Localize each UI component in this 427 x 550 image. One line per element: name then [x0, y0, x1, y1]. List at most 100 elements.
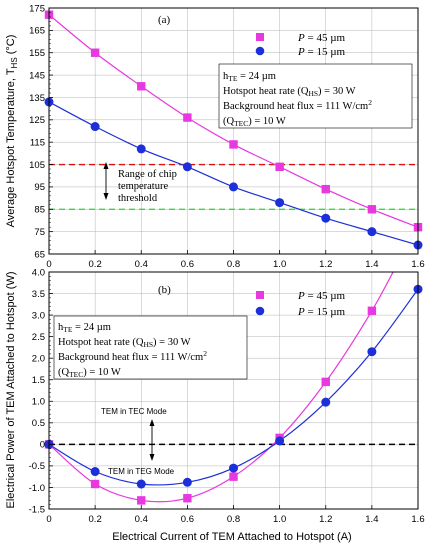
- panel-a-y-tick-label: 115: [30, 137, 45, 148]
- panel-b-y-tick-label: 2.0: [32, 353, 45, 364]
- panel-a-data-point: [367, 227, 377, 237]
- panel-a-y-tick-label: 105: [29, 160, 45, 171]
- panel-a-data-point: [90, 48, 100, 57]
- panel-b-data-point: [321, 377, 330, 387]
- panel-a-data-point: [321, 213, 331, 223]
- range-label-line-2: temperature: [118, 181, 168, 192]
- annotation-line-4: (QTEC) = 10 W: [58, 367, 121, 379]
- panel-a-hlines: [49, 163, 418, 210]
- legend-label-p45: P = 45 µm: [297, 290, 346, 302]
- legend-label-p15: P = 15 µm: [297, 306, 346, 318]
- panel-a-data-point: [275, 198, 285, 208]
- panel-b-data-point: [90, 467, 100, 477]
- panel-a-data-point: [182, 162, 192, 172]
- panel-a-data-point: [136, 144, 146, 154]
- legend-square-marker: [256, 33, 264, 41]
- tec-mode-label: TEM in TEC Mode: [101, 407, 167, 416]
- panel-b-data-point: [275, 436, 285, 446]
- panel-a-y-axis-label: Average Hotspot Temperature, THS (°C): [5, 35, 19, 228]
- annotation-box-frame: [218, 63, 413, 129]
- panel-b-legend: P = 45 µm P = 15 µm: [255, 290, 346, 318]
- panel-b-y-axis-label: Electrical Power of TEM Attached to Hots…: [5, 272, 17, 509]
- panel-a-y-tick-label: 165: [29, 26, 45, 37]
- legend-label-p15: P = 15 µm: [297, 46, 346, 58]
- panel-b-x-tick-label: 1.6: [411, 514, 424, 525]
- panel-a-annotation-box: hTE = 24 µm Hotspot heat rate (QHS) = 30…: [218, 63, 413, 129]
- panel-b-label: (b): [158, 284, 171, 296]
- panel-b-data-point: [90, 479, 100, 489]
- panel-b-y-ticks: -1.5 -1.0 -0.5 0 0.5 1.0 1.5 2.0 2.5 3.0 3.5 4.0: [29, 267, 53, 515]
- panel-a-data-point: [90, 122, 100, 132]
- panel-b-data-point: [229, 463, 238, 473]
- range-label-line-3: threshold: [118, 193, 158, 204]
- panel-b-data-point: [183, 494, 192, 503]
- panel-b-x-tick-label: 1.2: [319, 514, 332, 525]
- annotation-line-2: Hotspot heat rate (QHS) = 30 W: [223, 86, 356, 98]
- panel-a-temperature-chart: 65 75 85 95 105 115 125 135 145 155 165 175 0 0.2 0.4…: [5, 3, 425, 270]
- panel-b-annotation-box: hTE = 24 µm Hotspot heat rate (QHS) = 30…: [53, 315, 248, 380]
- panel-b-x-ticks: 0 0.2 0.4 0.6 0.8 1.0 1.2 1.4 1.6: [46, 505, 425, 525]
- annotation-line-3: Background heat flux = 111 W/cm2: [223, 98, 372, 112]
- panel-b-data-point: [321, 397, 331, 407]
- panel-b-y-tick-label: 0: [40, 440, 45, 451]
- panel-b-y-tick-label: 1.0: [32, 397, 45, 408]
- annotation-box-frame: [53, 315, 248, 380]
- panel-a-x-tick-label: 1.4: [365, 259, 378, 270]
- annotation-line-1: hTE = 24 µm: [58, 322, 111, 334]
- panel-b-x-tick-label: 1.4: [365, 514, 378, 525]
- panel-b-data-point: [136, 479, 146, 489]
- panel-a-data-point: [229, 140, 238, 149]
- panel-a-x-tick-label: 0.4: [135, 259, 148, 270]
- legend-circle-marker: [255, 306, 265, 316]
- panel-b-y-tick-label: 2.5: [32, 332, 45, 343]
- panel-b-y-tick-label: 3.0: [32, 310, 45, 321]
- panel-b-y-tick-label: 0.5: [32, 418, 45, 429]
- panel-a-y-tick-label: 135: [29, 93, 45, 104]
- panel-a-x-tick-label: 1.2: [319, 259, 332, 270]
- panel-a-y-ticks: 65 75 85 95 105 115 125 135 145 155 165 175: [29, 3, 53, 260]
- legend-square-marker: [256, 291, 264, 299]
- mode-arrow: [149, 419, 155, 461]
- panel-a-x-tick-label: 1.0: [273, 259, 286, 270]
- legend-label-p45: P = 45 µm: [297, 32, 346, 44]
- panel-a-x-tick-label: 0: [46, 259, 51, 270]
- panel-a-data-point: [367, 205, 377, 214]
- legend-circle-marker: [255, 46, 265, 56]
- range-arrow: [103, 162, 109, 200]
- panel-a-legend: P = 45 µm P = 15 µm: [255, 32, 346, 58]
- panel-b-x-tick-label: 0.4: [135, 514, 148, 525]
- panel-a-data-point: [275, 162, 284, 171]
- panel-a-y-tick-label: 145: [29, 70, 45, 81]
- panel-a-x-tick-label: 0.6: [181, 259, 194, 270]
- panel-b-series-line: [49, 272, 394, 503]
- panel-b-data-point: [182, 477, 192, 487]
- panel-b-data-point: [137, 496, 146, 505]
- panel-a-data-point: [183, 113, 192, 122]
- panel-a-y-tick-label: 85: [34, 205, 45, 216]
- panel-b-y-tick-label: -1.5: [29, 504, 45, 515]
- panel-a-y-tick-label: 75: [34, 227, 45, 238]
- panel-a-data-point: [321, 184, 330, 194]
- teg-mode-label: TEM in TEG Mode: [108, 467, 175, 476]
- panel-b-y-tick-label: 3.5: [32, 289, 45, 300]
- range-label-line-1: Range of chip: [118, 169, 177, 180]
- panel-a-data-point: [137, 82, 146, 91]
- annotation-line-2: Hotspot heat rate (QHS) = 30 W: [58, 337, 191, 349]
- panel-b-y-tick-label: 4.0: [32, 267, 45, 278]
- annotation-line-3: Background heat flux = 111 W/cm2: [58, 349, 207, 363]
- panel-b-x-tick-label: 0.2: [89, 514, 102, 525]
- annotation-line-4: (QTEC) = 10 W: [223, 116, 286, 128]
- panel-a-x-tick-label: 0.2: [89, 259, 102, 270]
- panel-a-y-tick-label: 65: [34, 249, 45, 260]
- panel-a-x-tick-label: 1.6: [411, 259, 424, 270]
- panel-b-x-tick-label: 1.0: [273, 514, 286, 525]
- panel-a-x-ticks: 0 0.2 0.4 0.6 0.8 1.0 1.2 1.4 1.6: [46, 250, 425, 270]
- panel-b-markers: [44, 284, 423, 505]
- annotation-line-1: hTE = 24 µm: [223, 71, 276, 83]
- panel-a-y-tick-label: 175: [29, 3, 45, 14]
- panel-a-data-point: [229, 182, 238, 192]
- panel-b-y-tick-label: 1.5: [32, 375, 45, 386]
- panel-b-x-tick-label: 0.8: [227, 514, 240, 525]
